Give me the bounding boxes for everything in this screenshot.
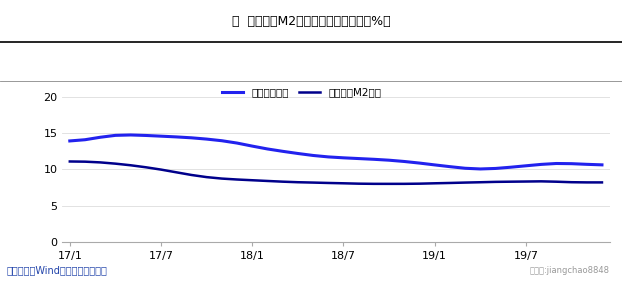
广义货币M2增速 (127, 164, 134, 167)
社融余额增速 (492, 167, 499, 170)
广义货币M2增速 (325, 181, 332, 185)
广义货币M2增速 (598, 181, 606, 184)
社融余额增速 (431, 163, 439, 167)
广义货币M2增速 (462, 181, 469, 184)
社融余额增速 (66, 139, 73, 143)
广义货币M2增速 (386, 182, 393, 185)
社融余额增速 (96, 135, 104, 139)
Legend: 社融余额增速, 广义货币M2增速: 社融余额增速, 广义货币M2增速 (218, 83, 386, 101)
社融余额增速 (476, 167, 484, 171)
Line: 广义货币M2增速: 广义货币M2增速 (70, 162, 602, 184)
广义货币M2增速 (522, 180, 530, 183)
社融余额增速 (218, 139, 226, 142)
社融余额增速 (294, 152, 302, 155)
社融余额增速 (188, 136, 195, 139)
社融余额增速 (81, 138, 89, 141)
社融余额增速 (309, 154, 317, 157)
社融余额增速 (279, 150, 286, 153)
广义货币M2增速 (96, 161, 104, 164)
广义货币M2增速 (415, 182, 423, 185)
社融余额增速 (127, 133, 134, 137)
广义货币M2增速 (476, 181, 484, 184)
社融余额增速 (462, 167, 469, 170)
广义货币M2增速 (552, 180, 560, 183)
Line: 社融余额增速: 社融余额增速 (70, 135, 602, 169)
广义货币M2增速 (203, 175, 210, 179)
广义货币M2增速 (568, 180, 575, 184)
社融余额增速 (552, 162, 560, 165)
社融余额增速 (370, 158, 378, 161)
广义货币M2增速 (294, 180, 302, 184)
社融余额增速 (583, 163, 590, 166)
社融余额增速 (233, 141, 241, 145)
广义货币M2增速 (492, 180, 499, 183)
社融余额增速 (249, 144, 256, 148)
广义货币M2增速 (112, 162, 119, 165)
广义货币M2增速 (309, 181, 317, 184)
社融余额增速 (522, 164, 530, 167)
广义货币M2增速 (142, 166, 149, 169)
广义货币M2增速 (279, 180, 286, 183)
社融余额增速 (415, 161, 423, 165)
广义货币M2增速 (81, 160, 89, 163)
社融余额增速 (355, 157, 363, 160)
广义货币M2增速 (583, 181, 590, 184)
社融余额增速 (598, 163, 606, 167)
Text: 微信号:jiangchao8848: 微信号:jiangchao8848 (529, 266, 610, 275)
广义货币M2增速 (218, 177, 226, 180)
广义货币M2增速 (233, 178, 241, 181)
Text: 资料来源：Wind，海通证券研究所: 资料来源：Wind，海通证券研究所 (6, 265, 107, 275)
广义货币M2增速 (157, 168, 165, 171)
社融余额增速 (507, 166, 514, 169)
广义货币M2增速 (264, 179, 271, 183)
社融余额增速 (172, 135, 180, 139)
广义货币M2增速 (507, 180, 514, 183)
社融余额增速 (537, 163, 545, 166)
Text: 图  广义货币M2增速、社融余额增速（%）: 图 广义货币M2增速、社融余额增速（%） (231, 15, 391, 28)
社融余额增速 (325, 155, 332, 158)
社融余额增速 (264, 147, 271, 151)
社融余额增速 (401, 160, 408, 163)
广义货币M2增速 (446, 181, 453, 185)
广义货币M2增速 (355, 182, 363, 185)
广义货币M2增速 (537, 180, 545, 183)
社融余额增速 (157, 135, 165, 138)
社融余额增速 (568, 162, 575, 165)
广义货币M2增速 (401, 182, 408, 185)
社融余额增速 (112, 134, 119, 137)
社融余额增速 (340, 156, 347, 160)
广义货币M2增速 (188, 173, 195, 177)
广义货币M2增速 (340, 182, 347, 185)
广义货币M2增速 (249, 178, 256, 182)
广义货币M2增速 (370, 182, 378, 185)
社融余额增速 (446, 165, 453, 168)
广义货币M2增速 (66, 160, 73, 163)
社融余额增速 (386, 158, 393, 162)
广义货币M2增速 (431, 182, 439, 185)
社融余额增速 (203, 137, 210, 141)
广义货币M2增速 (172, 171, 180, 174)
社融余额增速 (142, 134, 149, 137)
